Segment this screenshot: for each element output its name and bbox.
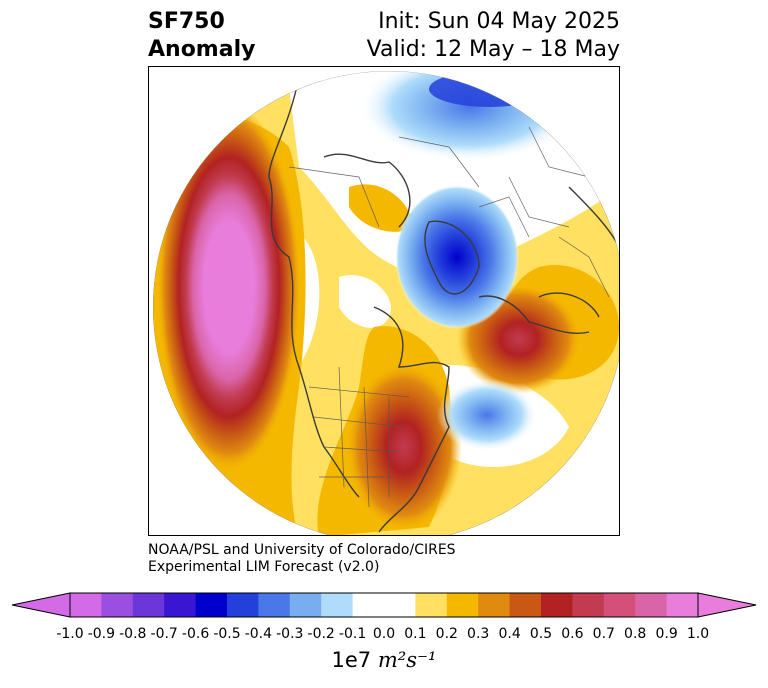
map-title: SF750 Anomaly <box>148 8 255 64</box>
credit-line-2: Experimental LIM Forecast (v2.0) <box>148 559 380 575</box>
colorbar-bin <box>289 593 322 617</box>
colorbar-tick-label: -1.0 <box>56 626 84 642</box>
colorbar-bin <box>384 593 416 617</box>
credit-text: NOAA/PSL and University of Colorado/CIRE… <box>148 542 456 576</box>
colorbar-bin <box>603 593 636 617</box>
colorbar-tick-label: -0.4 <box>244 626 273 642</box>
colorbar-tick-label: 0.0 <box>372 626 396 642</box>
colorbar-tick-label: 0.3 <box>467 626 490 642</box>
colorbar-extend-min <box>11 592 71 618</box>
unit-prefix: 1e7 <box>331 648 372 672</box>
colorbar-tick-label: 0.4 <box>498 626 521 642</box>
colorbar-frame <box>69 592 699 618</box>
colorbar-bin <box>227 593 259 617</box>
credit-line-1: NOAA/PSL and University of Colorado/CIRE… <box>148 542 456 558</box>
map-panel <box>148 66 620 536</box>
colorbar-tick-label: 1.0 <box>686 626 710 642</box>
colorbar-bin <box>132 593 165 617</box>
colorbar-bin <box>164 593 197 617</box>
colorbar-extend-max <box>697 592 757 618</box>
colorbar-tick-label: 0.1 <box>404 626 427 642</box>
colorbar-bin <box>666 593 699 617</box>
colorbar-tick-label: 0.6 <box>561 626 584 642</box>
colorbar-bin <box>509 593 542 617</box>
colorbar-tick-label: -0.5 <box>213 626 241 642</box>
forecast-dates: Init: Sun 04 May 2025 Valid: 12 May – 18… <box>367 8 620 64</box>
eastern-us-high <box>346 362 462 532</box>
colorbar-tick-label: -0.2 <box>307 626 335 642</box>
colorbar-bin <box>70 593 102 617</box>
colorbar-unit: 1e7 m²s⁻¹ <box>0 648 768 672</box>
colorbar-bin <box>635 593 668 617</box>
west-coast-ridge <box>157 102 301 472</box>
valid-range: Valid: 12 May – 18 May <box>366 37 620 62</box>
anomaly-label: Anomaly <box>148 37 256 62</box>
colorbar-bin <box>352 593 385 617</box>
political-borders <box>288 126 610 508</box>
colorbar-bin <box>415 593 448 617</box>
colorbar-bin <box>258 593 291 617</box>
anomaly-field <box>153 71 619 535</box>
colorbar-tick-label: -0.1 <box>338 626 367 642</box>
colorbar-tick-label: 0.8 <box>624 626 647 642</box>
colorbar-tick-label: -0.7 <box>150 626 178 642</box>
colorbar-tick-label: -0.3 <box>276 626 304 642</box>
colorbar-tick-label: 0.2 <box>435 626 458 642</box>
unit-expression: m²s⁻¹ <box>377 648 437 672</box>
variable-label: SF750 <box>148 9 225 34</box>
colorbar-tick-label: 0.7 <box>592 626 615 642</box>
colorbar-bin <box>321 593 354 617</box>
colorbar-ticks: -1.0 -0.9 -0.8 -0.7 -0.6 -0.5 -0.4 -0.3 -0.2 -0.1… <box>0 626 768 646</box>
anomaly-map <box>153 71 619 535</box>
colorbar <box>11 592 757 618</box>
colorbar-bin <box>446 593 479 617</box>
colorbar-bin <box>572 593 605 617</box>
colorbar-bin <box>101 593 134 617</box>
colorbar-tick-label: -0.6 <box>181 626 210 642</box>
colorbar-bin <box>541 593 573 617</box>
colorbar-tick-label: -0.9 <box>87 626 116 642</box>
colorbar-tick-label: -0.8 <box>119 626 147 642</box>
colorbar-tick-label: 0.5 <box>529 626 553 642</box>
colorbar-bin <box>195 593 228 617</box>
colorbar-tick-label: 0.9 <box>655 626 678 642</box>
colorbar-bin <box>478 593 511 617</box>
init-date: Init: Sun 04 May 2025 <box>378 9 620 34</box>
arctic-low <box>395 185 519 329</box>
atlantic-low <box>437 379 537 451</box>
